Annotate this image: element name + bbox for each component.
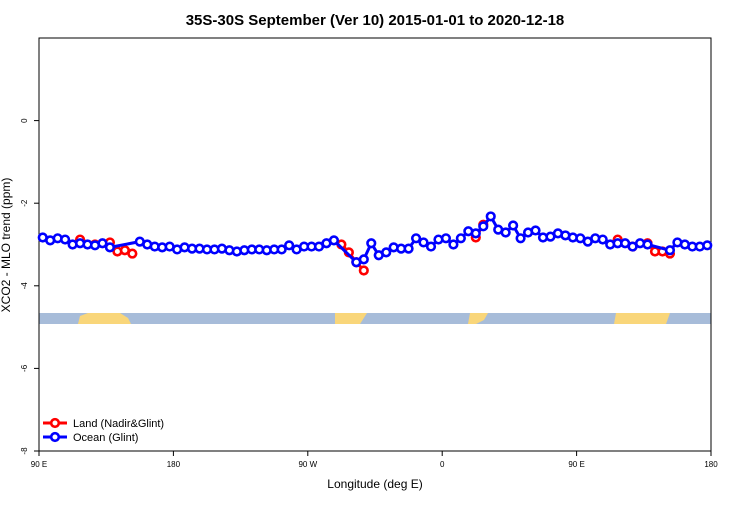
data-point <box>440 233 452 244</box>
data-point <box>448 239 459 250</box>
data-point <box>381 247 392 258</box>
x-tick-label: 90 E <box>31 460 47 469</box>
data-point <box>470 228 481 239</box>
data-point <box>410 233 422 244</box>
data-point <box>328 235 340 246</box>
land-ocean-strip <box>39 313 711 324</box>
data-point <box>597 234 608 245</box>
ocean-strip <box>39 313 711 324</box>
land-strip <box>614 313 670 324</box>
data-point <box>478 221 489 232</box>
y-tick-label: -4 <box>20 282 29 290</box>
data-point <box>418 237 429 248</box>
data-point <box>642 239 653 250</box>
chart-title: 35S-30S September (Ver 10) 2015-01-01 to… <box>186 12 565 29</box>
series <box>37 211 713 268</box>
data-point <box>104 242 116 253</box>
y-tick-label: 0 <box>20 118 29 123</box>
x-tick-label: 90 W <box>298 460 317 469</box>
x-tick-label: 0 <box>440 460 445 469</box>
legend: Land (Nadir&Glint) Ocean (Glint) <box>43 417 164 444</box>
data-point <box>366 238 377 249</box>
land-strip <box>78 313 131 324</box>
y-tick-label: -2 <box>20 199 29 207</box>
y-axis-label: XCO2 - MLO trend (ppm) <box>0 178 13 313</box>
legend-label: Ocean (Glint) <box>73 432 138 444</box>
data-point <box>403 243 414 254</box>
legend-marker <box>49 431 61 443</box>
data-point <box>485 211 496 222</box>
x-tick-label: 180 <box>167 460 181 469</box>
data-point <box>127 248 138 259</box>
legend-label: Land (Nadir&Glint) <box>73 418 164 430</box>
data-point <box>60 234 71 245</box>
data-point <box>284 240 295 251</box>
data-point <box>500 227 511 238</box>
x-axis-label: Longitude (deg E) <box>327 477 422 491</box>
x-tick-label: 90 E <box>568 460 584 469</box>
land-strip <box>335 313 367 324</box>
data-point <box>508 220 519 231</box>
data-point <box>664 245 676 256</box>
data-point <box>276 244 287 255</box>
data-point <box>425 241 437 252</box>
legend-marker <box>49 417 61 429</box>
land-strip <box>468 313 488 324</box>
data-point <box>455 233 466 244</box>
y-tick-label: -8 <box>20 447 29 455</box>
data-point <box>358 254 369 265</box>
data-point <box>515 233 526 244</box>
data-point <box>702 240 713 251</box>
x-tick-label: 180 <box>704 460 718 469</box>
data-point <box>530 225 541 236</box>
y-tick-label: -6 <box>20 364 29 372</box>
data-point <box>97 238 108 249</box>
data-point <box>358 265 369 276</box>
